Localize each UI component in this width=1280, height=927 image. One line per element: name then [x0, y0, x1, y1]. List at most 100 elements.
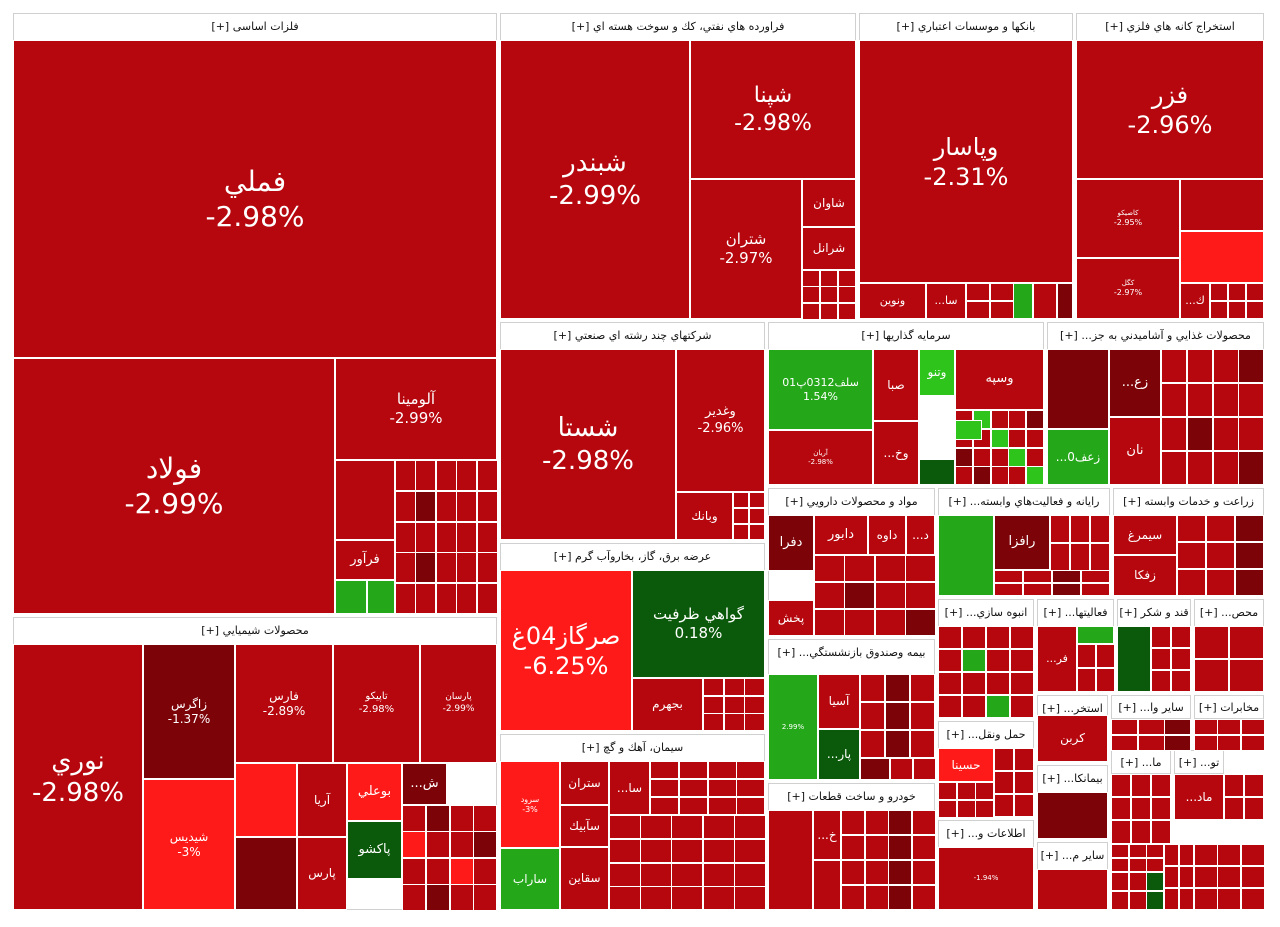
stock-tile-minor[interactable]: [1213, 383, 1239, 417]
stock-tile-minor[interactable]: [844, 582, 875, 609]
stock-tile-minor[interactable]: [1194, 844, 1218, 866]
stock-tile-minor[interactable]: [802, 270, 820, 287]
stock-tile-minor[interactable]: [650, 761, 679, 779]
sector-title[interactable]: تو... [+]: [1178, 756, 1220, 769]
stock-tile-minor[interactable]: [1008, 448, 1026, 467]
stock-tile[interactable]: ك...: [1180, 283, 1210, 319]
stock-tile-minor[interactable]: [1111, 858, 1129, 872]
sector-title[interactable]: استخر... [+]: [1042, 702, 1103, 715]
stock-tile-minor[interactable]: [962, 649, 986, 672]
stock-tile-minor[interactable]: [1023, 583, 1052, 596]
stock-tile-minor[interactable]: [1171, 648, 1191, 670]
stock-tile-minor[interactable]: [1179, 844, 1194, 866]
stock-tile-minor[interactable]: [1010, 695, 1034, 718]
stock-tile-minor[interactable]: [1213, 417, 1239, 451]
stock-tile-minor[interactable]: [860, 674, 885, 702]
stock-tile-minor[interactable]: [415, 552, 436, 583]
stock-tile-minor[interactable]: [708, 761, 737, 779]
stock-tile-minor[interactable]: [1151, 797, 1171, 820]
sector-title[interactable]: فلزات اساسی [+]: [211, 20, 299, 33]
stock-tile-minor[interactable]: [1241, 888, 1265, 910]
stock-tile-minor[interactable]: [1164, 719, 1191, 735]
stock-tile-minor[interactable]: [1131, 820, 1151, 844]
stock-tile-minor[interactable]: [1177, 542, 1206, 569]
stock-tile-minor[interactable]: [1008, 466, 1026, 485]
stock-tile-minor[interactable]: [708, 797, 737, 815]
stock-tile-minor[interactable]: [1010, 672, 1034, 695]
stock-tile-minor[interactable]: [865, 860, 889, 885]
stock-tile-minor[interactable]: [1177, 569, 1206, 596]
stock-tile-minor[interactable]: [426, 884, 450, 911]
stock-tile[interactable]: شستا -2.98%: [500, 349, 676, 540]
stock-tile[interactable]: سقاين: [560, 847, 609, 910]
stock-tile-minor[interactable]: [994, 748, 1014, 771]
stock-tile-minor[interactable]: [1246, 283, 1264, 301]
stock-tile[interactable]: تاپيكو -2.98%: [333, 644, 420, 763]
stock-tile[interactable]: زفكا: [1113, 555, 1177, 596]
stock-tile-minor[interactable]: [395, 583, 416, 614]
stock-tile-minor[interactable]: [1026, 448, 1044, 467]
stock-tile[interactable]: پاكشو: [347, 821, 402, 879]
stock-tile-minor[interactable]: [335, 460, 395, 540]
sector-title[interactable]: ساير م... [+]: [1040, 849, 1105, 862]
stock-tile-minor[interactable]: [1033, 283, 1057, 319]
stock-tile-minor[interactable]: [1014, 748, 1034, 771]
stock-tile-minor[interactable]: [844, 609, 875, 636]
stock-tile-minor[interactable]: [994, 794, 1014, 817]
stock-tile-minor[interactable]: [679, 761, 708, 779]
stock-tile-minor[interactable]: [912, 835, 936, 860]
stock-tile-minor[interactable]: [671, 839, 703, 863]
stock-tile-minor[interactable]: [1161, 383, 1187, 417]
stock-tile-minor[interactable]: [749, 492, 765, 508]
stock-tile-minor[interactable]: [973, 448, 991, 467]
stock-tile[interactable]: وخ...: [873, 421, 919, 485]
stock-tile-minor[interactable]: [733, 508, 749, 524]
stock-tile[interactable]: پخش: [768, 600, 814, 636]
stock-tile-minor[interactable]: [1164, 844, 1179, 866]
stock-tile-minor[interactable]: [955, 448, 973, 467]
stock-tile-minor[interactable]: [938, 800, 957, 818]
stock-tile-minor[interactable]: [841, 810, 865, 835]
stock-tile-minor[interactable]: [844, 555, 875, 582]
stock-tile[interactable]: خ...: [813, 810, 841, 860]
stock-tile-minor[interactable]: [749, 524, 765, 540]
stock-tile-minor[interactable]: [1194, 659, 1229, 692]
sector-title[interactable]: اطلاعات و... [+]: [946, 827, 1026, 840]
sector-title[interactable]: شركتهاي چند رشته اي صنعتي [+]: [553, 329, 712, 342]
stock-tile-minor[interactable]: [802, 286, 820, 303]
stock-tile-minor[interactable]: [450, 884, 474, 911]
stock-tile-minor[interactable]: [734, 863, 766, 887]
stock-tile[interactable]: ماد...: [1174, 774, 1224, 820]
stock-tile-minor[interactable]: [1246, 301, 1264, 319]
stock-tile-minor[interactable]: [957, 800, 976, 818]
stock-tile-minor[interactable]: [938, 695, 962, 718]
stock-tile-minor[interactable]: [955, 420, 982, 440]
stock-tile-minor[interactable]: [1244, 797, 1264, 820]
stock-tile-minor[interactable]: [994, 583, 1023, 596]
stock-tile-minor[interactable]: [1026, 429, 1044, 448]
stock-tile-minor[interactable]: [415, 583, 436, 614]
stock-tile-minor[interactable]: [436, 522, 457, 553]
stock-tile-minor[interactable]: [477, 522, 498, 553]
stock-tile-minor[interactable]: [671, 863, 703, 887]
stock-tile-minor[interactable]: [1238, 349, 1264, 383]
stock-tile-minor[interactable]: [1235, 542, 1264, 569]
stock-tile-minor[interactable]: [1228, 283, 1246, 301]
stock-tile-minor[interactable]: [975, 782, 994, 800]
stock-tile[interactable]: سرود -3%: [500, 761, 560, 848]
stock-tile-minor[interactable]: [860, 758, 890, 780]
stock-tile-minor[interactable]: [975, 800, 994, 818]
stock-tile-minor[interactable]: [1180, 179, 1264, 231]
stock-tile-minor[interactable]: [912, 860, 936, 885]
stock-tile-minor[interactable]: [1238, 417, 1264, 451]
stock-tile-minor[interactable]: [1081, 570, 1110, 583]
stock-tile-minor[interactable]: [973, 466, 991, 485]
stock-tile-minor[interactable]: [1117, 626, 1151, 692]
stock-tile-minor[interactable]: [1194, 719, 1218, 735]
stock-tile-minor[interactable]: [1037, 869, 1108, 910]
stock-tile-minor[interactable]: [1161, 349, 1187, 383]
stock-tile[interactable]: دفرا: [768, 515, 814, 571]
stock-tile[interactable]: زع...: [1109, 349, 1161, 417]
stock-tile-minor[interactable]: [1235, 569, 1264, 596]
stock-tile-minor[interactable]: [1164, 866, 1179, 888]
